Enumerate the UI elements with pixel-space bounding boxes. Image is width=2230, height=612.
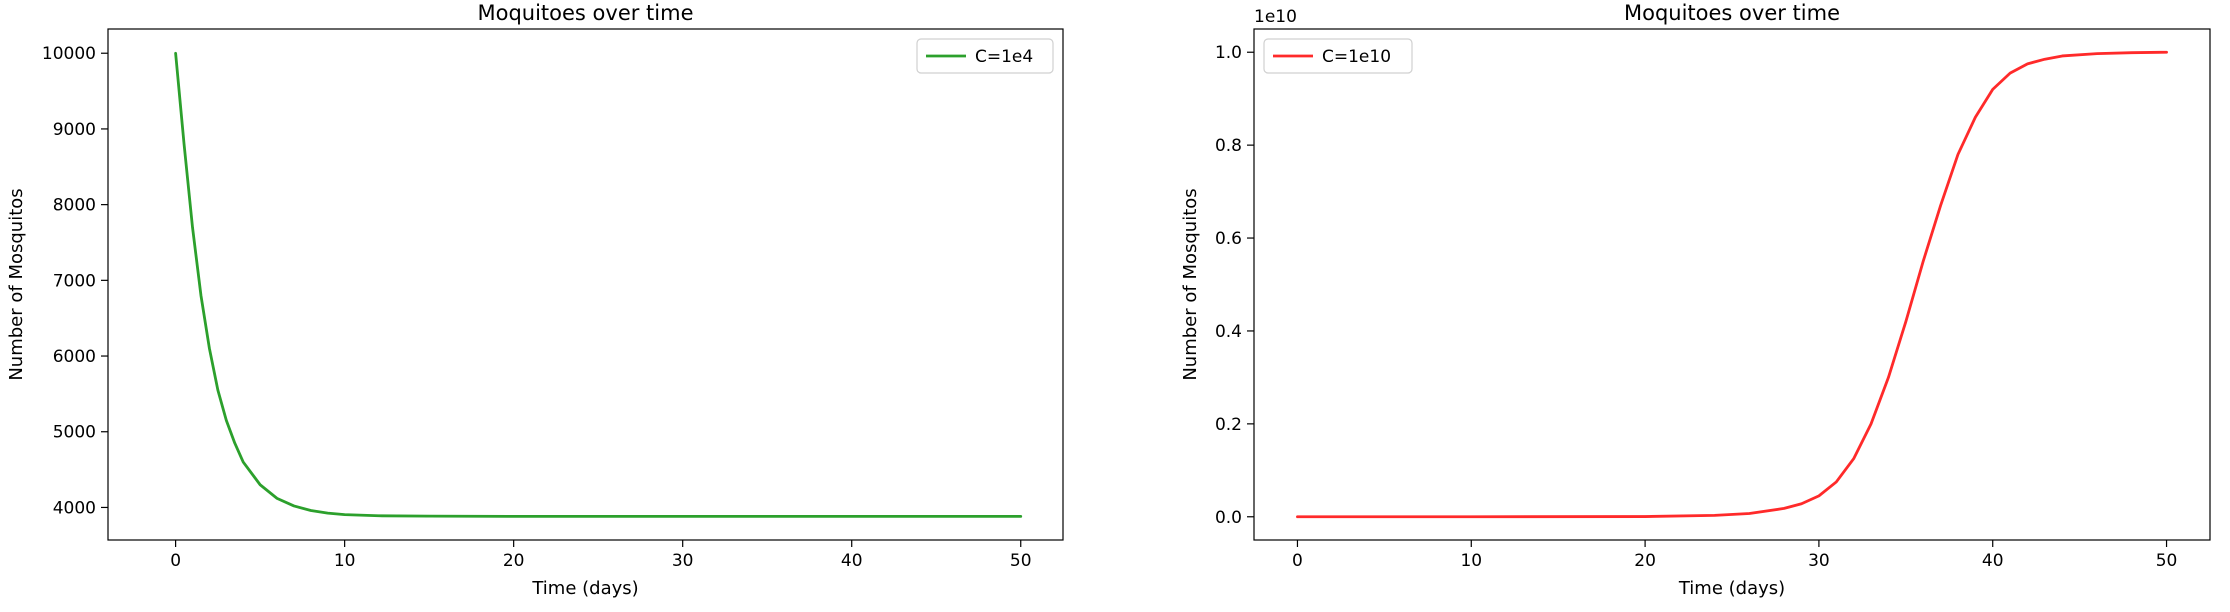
y-tick-label: 6000 — [53, 347, 96, 367]
series-line — [1296, 50, 2168, 519]
x-tick-label: 50 — [2156, 551, 2178, 571]
x-tick-label: 0 — [170, 551, 181, 571]
chart-title: Moquitoes over time — [477, 1, 693, 25]
x-tick-label: 20 — [1634, 551, 1656, 571]
x-tick-label: 40 — [1982, 551, 2004, 571]
x-tick-label: 50 — [1010, 551, 1032, 571]
y-tick-label: 9000 — [53, 120, 96, 140]
legend-label: C=1e10 — [1322, 47, 1391, 67]
legend-box — [916, 38, 1054, 74]
x-tick-label: 20 — [503, 551, 525, 571]
y-tick-label: 10000 — [42, 44, 96, 64]
y-axis-label: Number of Mosquitos — [6, 188, 27, 380]
y-tick-label: 0.4 — [1215, 322, 1242, 342]
legend-label: C=1e4 — [975, 47, 1033, 67]
axes-frame — [107, 28, 1064, 541]
legend: C=1e10 — [1263, 38, 1413, 74]
subplot-1: Moquitoes over time 0 10 20 30 40 50 4000 5000 60… — [6, 1, 1064, 599]
x-tick-label: 10 — [334, 551, 356, 571]
subplot-2: Moquitoes over time 0 10 20 30 40 50 0.0 0.2 0.4 0… — [1180, 1, 2211, 599]
x-tick-label: 10 — [1460, 551, 1482, 571]
series-line — [174, 51, 1023, 518]
y-tick-label: 7000 — [53, 271, 96, 291]
legend: C=1e4 — [916, 38, 1054, 74]
x-tick-label: 40 — [841, 551, 863, 571]
x-tick-label: 30 — [672, 551, 694, 571]
y-tick-label: 1.0 — [1215, 43, 1242, 63]
y-tick-label: 0.8 — [1215, 136, 1242, 156]
x-axis-label: Time (days) — [531, 578, 638, 599]
axes-frame — [1253, 28, 2211, 541]
x-axis-label: Time (days) — [1678, 578, 1785, 599]
y-tick-label: 0.2 — [1215, 415, 1242, 435]
x-tick-label: 30 — [1808, 551, 1830, 571]
y-offset-label: 1e10 — [1254, 7, 1297, 27]
y-tick-label: 4000 — [53, 498, 96, 518]
y-tick-label: 0.6 — [1215, 229, 1242, 249]
y-tick-label: 8000 — [53, 196, 96, 216]
y-tick-label: 0.0 — [1215, 508, 1242, 528]
legend-box — [1263, 38, 1413, 74]
chart-title: Moquitoes over time — [1624, 1, 1840, 25]
y-tick-label: 5000 — [53, 423, 96, 443]
y-axis-label: Number of Mosquitos — [1180, 188, 1201, 380]
x-tick-label: 0 — [1292, 551, 1303, 571]
